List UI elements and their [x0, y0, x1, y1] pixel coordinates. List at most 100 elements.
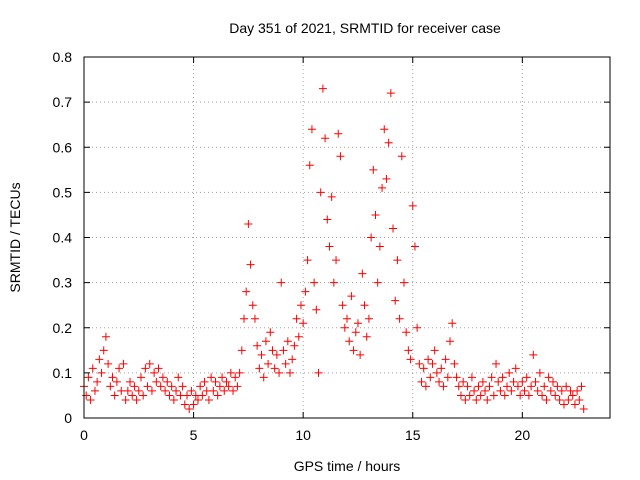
data-points — [80, 84, 588, 413]
data-point — [430, 346, 439, 355]
data-point — [520, 386, 529, 395]
data-point — [373, 278, 382, 287]
data-point — [130, 382, 139, 391]
data-point — [220, 386, 229, 395]
data-point — [316, 188, 325, 197]
data-point — [428, 359, 437, 368]
data-point — [426, 373, 435, 382]
data-point — [408, 201, 417, 210]
data-point — [496, 386, 505, 395]
data-point — [119, 359, 128, 368]
data-point — [250, 314, 259, 323]
data-point — [224, 382, 233, 391]
data-point — [275, 368, 284, 377]
data-point — [356, 350, 365, 359]
data-point — [88, 364, 97, 373]
data-point — [511, 364, 520, 373]
data-point — [448, 319, 457, 328]
data-point — [314, 368, 323, 377]
data-point — [93, 377, 102, 386]
data-point — [345, 337, 354, 346]
data-point — [463, 382, 472, 391]
data-point — [378, 183, 387, 192]
data-point — [277, 278, 286, 287]
data-point — [413, 323, 422, 332]
x-tick-label: 0 — [80, 427, 88, 443]
data-point — [332, 256, 341, 265]
data-point — [513, 382, 522, 391]
data-point — [391, 296, 400, 305]
data-point — [126, 377, 135, 386]
data-point — [229, 386, 238, 395]
data-point — [529, 350, 538, 359]
data-point — [575, 395, 584, 404]
data-point — [502, 382, 511, 391]
data-point — [97, 368, 106, 377]
data-point — [264, 359, 273, 368]
data-point — [104, 359, 113, 368]
data-point — [196, 382, 205, 391]
data-point — [259, 373, 268, 382]
data-point — [382, 174, 391, 183]
data-point — [375, 242, 384, 251]
data-point — [281, 359, 290, 368]
data-point — [95, 355, 104, 364]
data-point — [562, 382, 571, 391]
y-tick-label: 0.8 — [53, 49, 73, 65]
data-point — [323, 215, 332, 224]
data-point — [207, 373, 216, 382]
data-point — [489, 391, 498, 400]
data-point — [84, 373, 93, 382]
data-point — [204, 395, 213, 404]
data-point — [467, 373, 476, 382]
data-point — [106, 382, 115, 391]
data-point — [417, 377, 426, 386]
data-point — [549, 377, 558, 386]
y-tick-label: 0.7 — [53, 94, 73, 110]
y-tick-label: 0.3 — [53, 275, 73, 291]
data-point — [421, 382, 430, 391]
data-point — [579, 404, 588, 413]
data-point — [248, 301, 257, 310]
data-point — [443, 373, 452, 382]
data-point — [150, 368, 159, 377]
data-point — [470, 386, 479, 395]
data-point — [454, 382, 463, 391]
data-point — [535, 368, 544, 377]
data-point — [386, 89, 395, 98]
x-axis-title: GPS time / hours — [294, 458, 401, 474]
data-point — [472, 395, 481, 404]
data-point — [533, 386, 542, 395]
data-point — [312, 305, 321, 314]
data-point — [239, 314, 248, 323]
data-point — [161, 386, 170, 395]
x-tick-label: 15 — [405, 427, 421, 443]
data-point — [349, 346, 358, 355]
y-tick-label: 0.5 — [53, 184, 73, 200]
data-point — [338, 301, 347, 310]
data-point — [351, 328, 360, 337]
data-point — [128, 391, 137, 400]
data-point — [371, 210, 380, 219]
data-point — [123, 386, 132, 395]
data-point — [334, 129, 343, 138]
data-point — [441, 355, 450, 364]
data-point — [518, 377, 527, 386]
data-point — [244, 219, 253, 228]
data-point — [147, 386, 156, 395]
data-point — [110, 391, 119, 400]
data-point — [101, 332, 110, 341]
data-point — [141, 364, 150, 373]
data-point — [200, 377, 209, 386]
data-point — [367, 233, 376, 242]
data-point — [389, 224, 398, 233]
data-point — [99, 346, 108, 355]
data-point — [557, 386, 566, 395]
data-point — [90, 386, 99, 395]
data-point — [303, 256, 312, 265]
data-point — [272, 350, 281, 359]
data-point — [115, 364, 124, 373]
data-point — [325, 242, 334, 251]
data-point — [292, 314, 301, 323]
